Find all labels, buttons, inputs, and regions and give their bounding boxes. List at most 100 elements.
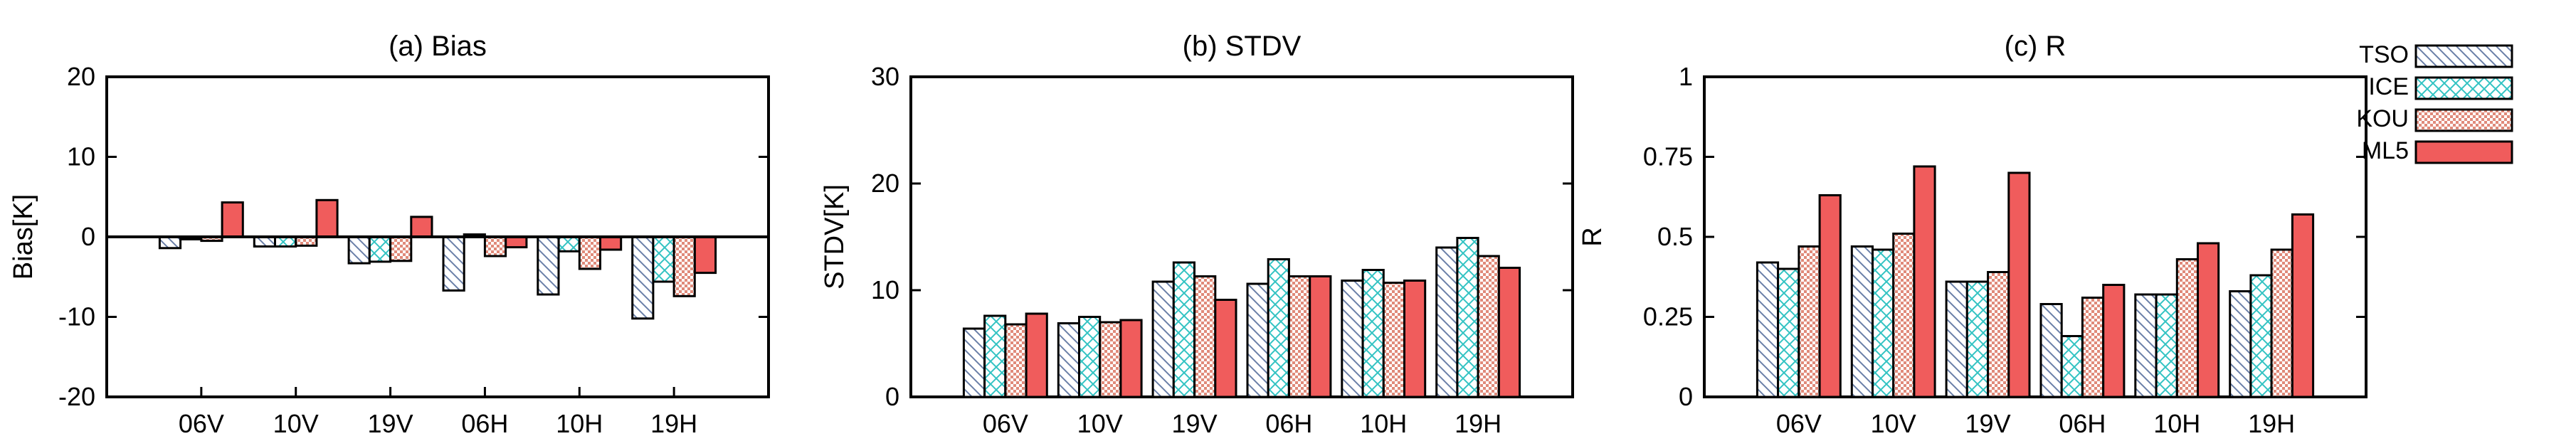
bar-tso-19v <box>347 235 371 265</box>
y-tick-label: 0.75 <box>1643 142 1693 171</box>
bar-ml5-10v <box>1119 319 1143 398</box>
bar-ice-10v <box>1078 316 1102 398</box>
bar-kou-10h <box>1382 282 1405 398</box>
legend-item-ml5: ML5 <box>2362 137 2513 164</box>
x-tick-label: 10H <box>2153 409 2200 438</box>
legend-label: ML5 <box>2362 137 2409 164</box>
x-tick-label: 06V <box>1776 409 1822 438</box>
y-tick-label: 1 <box>1679 62 1693 91</box>
bar-tso-10v <box>1850 245 1874 398</box>
x-tick-label: 10V <box>273 409 319 438</box>
x-tick-label: 19H <box>1455 409 1501 438</box>
y-tick-label: 20 <box>871 169 899 198</box>
y-tick-label: 0 <box>81 222 95 251</box>
y-tick-label: 0.25 <box>1643 302 1693 331</box>
chart-title: (b) STDV <box>1183 31 1302 62</box>
x-tick-label: 19H <box>2248 409 2295 438</box>
bar-kou-10h <box>578 235 601 270</box>
y-tick-label: 10 <box>67 142 95 171</box>
x-tick-label: 19V <box>1172 409 1218 438</box>
bar-ice-10h <box>557 235 581 253</box>
x-tick-label: 06V <box>983 409 1028 438</box>
bar-tso-10v <box>1057 322 1081 398</box>
y-tick-label: 0 <box>1679 382 1693 411</box>
bar-kou-19h <box>672 235 696 297</box>
bar-kou-06h <box>2081 297 2105 398</box>
bar-tso-06v <box>962 327 986 398</box>
bar-ice-06h <box>2060 335 2084 398</box>
bar-tso-06v <box>158 235 182 250</box>
y-axis-label: STDV[K] <box>820 184 850 289</box>
plot-frame <box>909 75 1574 398</box>
x-tick-label: 19V <box>368 409 413 438</box>
bar-ml5-19v <box>2007 171 2031 398</box>
bar-ml5-19h <box>2291 213 2315 398</box>
bar-tso-10h <box>1341 280 1364 398</box>
x-tick-label: 06H <box>461 409 508 438</box>
legend-item-ice: ICE <box>2368 73 2513 100</box>
x-tick-label: 10V <box>1077 409 1123 438</box>
legend-swatch <box>2414 76 2513 100</box>
x-tick-label: 10V <box>1871 409 1916 438</box>
bar-kou-06v <box>1004 323 1028 398</box>
legend-swatch <box>2414 44 2513 68</box>
bar-ml5-10h <box>2197 242 2220 398</box>
x-tick-label: 19H <box>650 409 697 438</box>
bar-ice-06v <box>983 314 1007 398</box>
bar-ice-19h <box>2249 274 2273 398</box>
bar-tso-19h <box>2229 290 2252 398</box>
bar-tso-19v <box>1945 280 1968 398</box>
y-tick-label: -20 <box>58 382 95 411</box>
y-axis-label: Bias[K] <box>9 194 38 280</box>
x-tick-label: 19V <box>1965 409 2011 438</box>
bar-ml5-19v <box>1214 299 1237 398</box>
bar-ice-10v <box>1872 248 1895 398</box>
bar-ml5-19v <box>410 216 433 238</box>
bar-ice-19h <box>652 235 675 283</box>
bar-tso-06h <box>1246 282 1269 398</box>
legend-item-tso: TSO <box>2359 41 2513 68</box>
bar-kou-19v <box>1987 271 2010 398</box>
bar-kou-19v <box>389 235 413 262</box>
bar-kou-19h <box>2270 248 2293 398</box>
bar-tso-19h <box>631 235 655 320</box>
legend-label: KOU <box>2356 105 2409 132</box>
bar-kou-10v <box>1099 321 1122 398</box>
legend-item-kou: KOU <box>2356 105 2513 132</box>
bar-ml5-06h <box>2102 284 2126 398</box>
bar-ml5-06v <box>1818 194 1842 398</box>
y-tick-label: 0 <box>885 382 899 411</box>
y-tick-label: 10 <box>871 275 899 304</box>
bar-ice-06v <box>1777 267 1800 398</box>
bar-kou-06v <box>1798 245 1821 398</box>
bar-ml5-06h <box>1309 275 1332 398</box>
y-axis-label: R <box>1578 227 1608 246</box>
x-tick-label: 10H <box>556 409 603 438</box>
bar-tso-10v <box>253 235 277 248</box>
bar-tso-10h <box>537 235 560 296</box>
bar-ice-19v <box>1965 280 1989 398</box>
bar-tso-19v <box>1151 280 1175 398</box>
bar-kou-19v <box>1193 275 1217 398</box>
x-tick-label: 06H <box>2059 409 2106 438</box>
legend-swatch <box>2414 108 2513 132</box>
bar-ml5-10v <box>315 198 339 238</box>
bar-ice-10h <box>1361 269 1385 398</box>
bar-tso-06h <box>442 235 465 292</box>
legend-swatch <box>2414 140 2513 164</box>
bar-ice-06h <box>1267 258 1290 398</box>
legend: TSO ICE KOU ML5 <box>2356 41 2513 164</box>
bar-ml5-10h <box>1403 280 1427 398</box>
y-tick-label: 30 <box>871 62 899 91</box>
bar-tso-10h <box>2134 293 2158 398</box>
bar-kou-06h <box>1287 275 1311 398</box>
y-tick-label: 20 <box>67 62 95 91</box>
legend-label: TSO <box>2359 41 2409 68</box>
bar-ml5-19h <box>693 235 717 275</box>
bar-ice-10h <box>2155 293 2178 398</box>
bar-ml5-06v <box>221 201 244 238</box>
bar-tso-19h <box>1435 246 1459 398</box>
bar-ml5-06v <box>1025 312 1048 398</box>
